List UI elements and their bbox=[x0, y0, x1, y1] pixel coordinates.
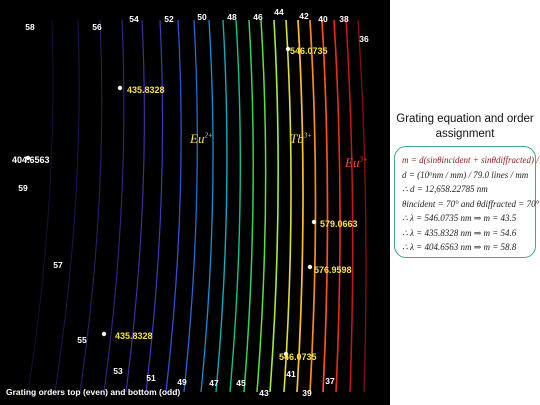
order-42-label: 42 bbox=[299, 11, 309, 21]
equation-line-7: ∴ λ = 404.6563 nm ⇒ m = 58.8 bbox=[402, 242, 517, 252]
equation-box: m = d(sinθincident + sinθdiffracted) / λ… bbox=[394, 146, 540, 258]
emission-line-spot bbox=[117, 85, 123, 91]
order-47-label: 47 bbox=[209, 378, 219, 388]
order-58-label: 58 bbox=[25, 22, 35, 32]
order-37-label: 37 bbox=[325, 376, 335, 386]
spectral-order-arc bbox=[27, 19, 54, 393]
wavelength-404-label: 404.6563 bbox=[12, 155, 50, 165]
order-38-label: 38 bbox=[339, 14, 349, 24]
order-51-label: 51 bbox=[146, 373, 156, 383]
order-48-label: 48 bbox=[227, 12, 237, 22]
echelle-spectrum-image bbox=[25, 19, 367, 393]
order-36-label: 36 bbox=[359, 34, 369, 44]
order-39-label: 39 bbox=[302, 388, 312, 398]
spectral-order-arc bbox=[145, 19, 164, 393]
figure-caption: Grating orders top (even) and bottom (od… bbox=[6, 387, 181, 397]
wavelength-435-top-label: 435.8328 bbox=[127, 85, 165, 95]
wavelength-546-top-label: 546.0735 bbox=[290, 46, 328, 56]
order-56-label: 56 bbox=[92, 22, 102, 32]
wavelength-576-label: 576.9598 bbox=[314, 265, 352, 275]
emission-line-spot bbox=[25, 155, 31, 161]
spectral-order-arc bbox=[357, 19, 367, 393]
spectral-order-arc bbox=[183, 19, 198, 393]
spectral-order-arc bbox=[283, 19, 292, 393]
order-52-label: 52 bbox=[164, 14, 174, 24]
spectral-order-arc bbox=[103, 19, 125, 393]
spectral-order-arc bbox=[309, 19, 317, 393]
panel-title: Grating equation and order assignment bbox=[396, 113, 534, 140]
order-49-label: 49 bbox=[177, 377, 187, 387]
wavelength-546-bottom-label: 546.0735 bbox=[279, 352, 317, 362]
order-53-label: 53 bbox=[113, 366, 123, 376]
order-59-label: 59 bbox=[18, 183, 28, 193]
spectral-order-arc bbox=[125, 19, 145, 393]
equation-line-4: θincident = 70° and θdiffracted = 70° bbox=[402, 198, 540, 209]
spectral-order-arc bbox=[229, 19, 242, 393]
spectral-order-arc bbox=[215, 19, 228, 393]
order-46-label: 46 bbox=[253, 12, 263, 22]
order-43-label: 43 bbox=[259, 388, 269, 398]
spectral-order-arc bbox=[79, 19, 103, 393]
order-54-label: 54 bbox=[129, 14, 139, 24]
spectral-order-arc bbox=[345, 19, 354, 393]
equation-line-6: ∴ λ = 435.8328 nm ⇒ m = 54.6 bbox=[402, 227, 517, 238]
wavelength-579-label: 579.0663 bbox=[320, 219, 358, 229]
equation-line-1: m = d(sinθincident + sinθdiffracted) / λ bbox=[402, 155, 540, 165]
order-55-label: 55 bbox=[77, 335, 87, 345]
equation-line-2: d = (10⁶nm / mm) / 79.0 lines / mm bbox=[402, 169, 529, 180]
order-44-label: 44 bbox=[274, 7, 284, 17]
emission-line-spot bbox=[307, 264, 313, 270]
emission-line-spot bbox=[285, 46, 291, 52]
spectral-order-arc bbox=[256, 19, 267, 393]
wavelength-435-bottom-label: 435.8328 bbox=[115, 331, 153, 341]
spectral-order-arc bbox=[165, 19, 182, 393]
order-40-label: 40 bbox=[318, 14, 328, 24]
order-45-label: 45 bbox=[236, 378, 246, 388]
equation-line-3: ∴ d = 12,658.22785 nm bbox=[402, 184, 488, 194]
emission-line-spot bbox=[311, 219, 317, 225]
spectral-order-arc bbox=[333, 19, 341, 393]
spectral-order-arc bbox=[243, 19, 254, 393]
equation-line-5: ∴ λ = 546.0735 nm ⇒ m = 43.5 bbox=[402, 213, 517, 223]
eu3-ion-label: Eu3+ bbox=[345, 155, 368, 170]
emission-line-spot bbox=[101, 331, 107, 337]
spectral-order-arc bbox=[269, 19, 279, 393]
spectral-order-arc bbox=[296, 19, 304, 393]
tb3-ion-label: Tb3+ bbox=[290, 131, 312, 146]
spectral-order-arc bbox=[321, 19, 329, 393]
spectral-order-arc bbox=[54, 19, 80, 393]
emission-line-spot bbox=[283, 351, 289, 357]
eu2-ion-label: Eu2+ bbox=[190, 131, 213, 146]
spectral-order-arc bbox=[200, 19, 214, 393]
order-57-label: 57 bbox=[53, 260, 63, 270]
order-50-label: 50 bbox=[197, 12, 207, 22]
order-41-label: 41 bbox=[286, 369, 296, 379]
